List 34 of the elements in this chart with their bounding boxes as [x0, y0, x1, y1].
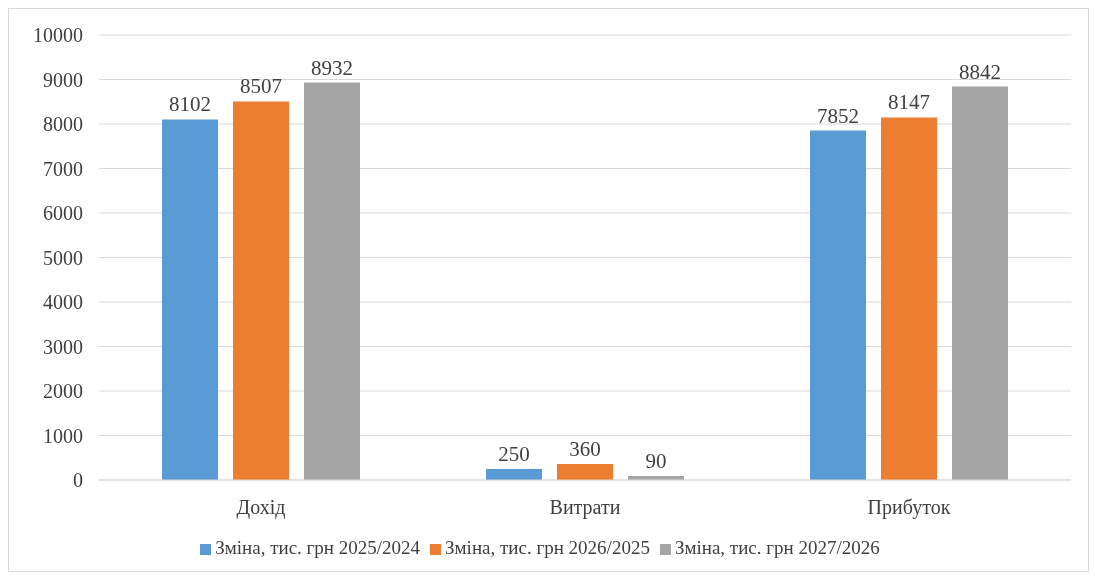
data-label: 250 [498, 441, 530, 466]
y-tick-label: 4000 [43, 291, 83, 314]
data-label: 360 [569, 436, 601, 461]
y-tick-label: 2000 [43, 380, 83, 403]
y-tick-label: 8000 [43, 113, 83, 136]
y-tick-label: 6000 [43, 202, 83, 225]
data-label: 8932 [311, 55, 353, 80]
y-tick-label: 5000 [43, 246, 83, 269]
bar [952, 86, 1008, 480]
legend-label: Зміна, тис. грн 2027/2026 [674, 537, 880, 558]
data-label: 8842 [959, 59, 1001, 84]
y-tick-label: 0 [73, 469, 83, 492]
bar [810, 130, 866, 480]
bar [486, 468, 542, 480]
bar [304, 82, 360, 480]
legend-label: Зміна, тис. грн 2026/2025 [445, 537, 650, 558]
data-label: 8147 [888, 90, 930, 115]
y-tick-label: 9000 [43, 68, 83, 91]
data-label: 8102 [169, 92, 211, 117]
y-tick-label: 3000 [43, 335, 83, 358]
data-label: 8507 [240, 74, 282, 99]
bar [162, 119, 218, 480]
y-tick-label: 1000 [43, 424, 83, 447]
x-tick-label: Прибуток [867, 496, 951, 520]
data-label: 7852 [817, 103, 859, 128]
legend-label: Зміна, тис. грн 2025/2024 [215, 537, 421, 558]
x-tick-label: Витрати [549, 496, 621, 520]
bar [881, 117, 937, 480]
bar [557, 463, 613, 480]
x-tick-label: Дохід [236, 496, 286, 520]
y-tick-label: 10000 [33, 24, 83, 47]
y-tick-label: 7000 [43, 157, 83, 180]
data-label: 90 [645, 448, 667, 473]
bar [233, 101, 289, 480]
